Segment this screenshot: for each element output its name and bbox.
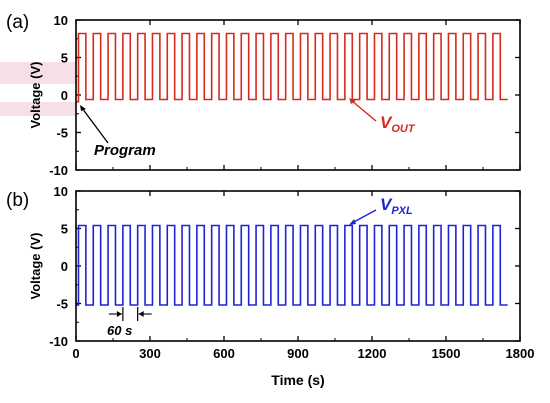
v-pxl-sub: PXL	[391, 205, 413, 217]
panel-a: (a) 10 5 0 -5 -10 Voltage (V) Program VOUT	[6, 12, 521, 178]
y-tick-label: -10	[49, 334, 68, 349]
y-tick-label: 10	[54, 184, 68, 199]
x-tick-label: 1500	[432, 346, 461, 361]
y-tick-label: 0	[61, 259, 68, 274]
y-tick-label: -5	[56, 297, 68, 312]
panel-a-y-axis-label: Voltage (V)	[28, 62, 43, 129]
period-arrowhead-left	[116, 311, 122, 317]
v-out-sub: OUT	[391, 123, 416, 135]
x-tick-label: 600	[213, 346, 235, 361]
v-pxl-label: VPXL	[380, 195, 413, 217]
program-label: Program	[94, 142, 156, 159]
panel-b-y-tick-labels: 10 5 0 -5 -10	[49, 184, 68, 349]
y-tick-label: 10	[54, 13, 68, 28]
x-axis-label: Time (s)	[271, 372, 324, 388]
y-tick-label: 5	[61, 222, 68, 237]
v-pxl-arrowhead	[349, 219, 356, 225]
series-line-v-pxl	[76, 224, 508, 306]
series-v-pxl	[76, 224, 508, 306]
program-arrow	[81, 107, 109, 144]
annotation-v-out: VOUT	[349, 98, 416, 135]
x-tick-label: 1200	[358, 346, 387, 361]
y-tick-label: 0	[61, 88, 68, 103]
y-tick-label: -10	[49, 163, 68, 178]
v-out-main: V	[380, 113, 393, 132]
annotation-60s: 60 s	[107, 307, 152, 338]
x-tick-label: 1800	[506, 346, 535, 361]
v-pxl-main: V	[380, 195, 393, 214]
series-v-out	[76, 32, 508, 103]
program-arrowhead	[80, 105, 86, 111]
period-arrowhead-right	[138, 311, 144, 317]
panel-b-label: (b)	[6, 190, 29, 211]
panel-a-frame	[75, 19, 521, 171]
panel-b-frame	[75, 190, 521, 342]
period-label: 60 s	[107, 323, 132, 338]
annotation-v-pxl: VPXL	[349, 195, 413, 225]
v-out-label: VOUT	[380, 113, 416, 135]
highlight-band-left-bottom	[0, 102, 76, 116]
panel-b-ticks	[75, 190, 521, 342]
panel-b-y-axis-label: Voltage (V)	[28, 233, 43, 300]
x-tick-label: 300	[139, 346, 161, 361]
annotation-program: Program	[80, 105, 156, 159]
x-tick-label: 900	[287, 346, 309, 361]
y-tick-label: -5	[56, 126, 68, 141]
v-out-arrow	[351, 100, 377, 122]
v-pxl-arrow	[351, 209, 377, 224]
series-line-v-out	[76, 32, 508, 103]
v-out-arrowhead	[349, 98, 356, 104]
x-tick-labels: 0 300 600 900 1200 1500 1800	[72, 346, 534, 361]
highlight-band-left-top	[0, 62, 76, 84]
y-tick-label: 5	[61, 51, 68, 66]
panel-a-label: (a)	[6, 12, 29, 33]
panel-b: (b) 10 5 0 -5 -10 0 300 600 900 1200 1500 1800 Vol…	[6, 184, 534, 388]
x-tick-label: 0	[72, 346, 79, 361]
panel-a-y-tick-labels: 10 5 0 -5 -10	[49, 13, 68, 178]
